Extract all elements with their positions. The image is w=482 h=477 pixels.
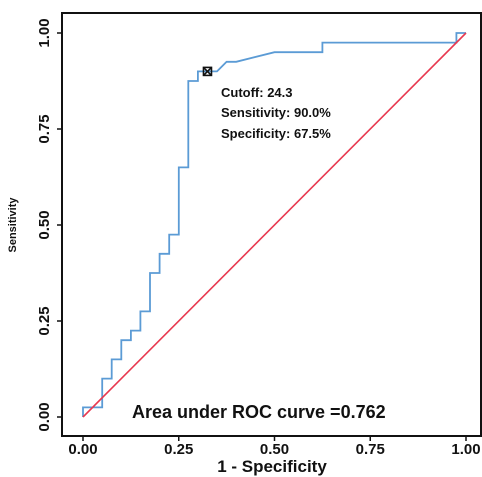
- cutoff-marker: [202, 66, 213, 77]
- reference-diagonal-line: [82, 32, 467, 418]
- annotation-cutoff: Cutoff: 24.3: [221, 85, 293, 100]
- annotation-specificity: Specificity: 67.5%: [221, 126, 331, 141]
- y-tick-label: 0.25: [36, 306, 53, 335]
- y-axis-title: Sensitivity: [7, 197, 19, 253]
- y-tick-label: 0.00: [36, 402, 53, 431]
- annotation-auc: Area under ROC curve =0.762: [132, 402, 386, 422]
- annotation-sensitivity: Sensitivity: 90.0%: [221, 105, 331, 120]
- roc-curve-line: [82, 32, 466, 417]
- x-tick-label: 0.00: [68, 441, 97, 458]
- y-tick-label: 0.75: [36, 114, 53, 143]
- y-tick-label: 1.00: [36, 18, 53, 47]
- x-tick-label: 0.50: [260, 441, 289, 458]
- x-axis-title: 1 - Specificity: [217, 457, 327, 476]
- x-tick-label: 1.00: [451, 441, 480, 458]
- y-tick-label: 0.50: [36, 210, 53, 239]
- cutoff-marker-cross: [202, 66, 213, 76]
- x-tick-label: 0.75: [356, 441, 385, 458]
- cutoff-marker-box: [202, 66, 213, 77]
- plot-frame: [61, 12, 482, 437]
- x-tick-label: 0.25: [164, 441, 193, 458]
